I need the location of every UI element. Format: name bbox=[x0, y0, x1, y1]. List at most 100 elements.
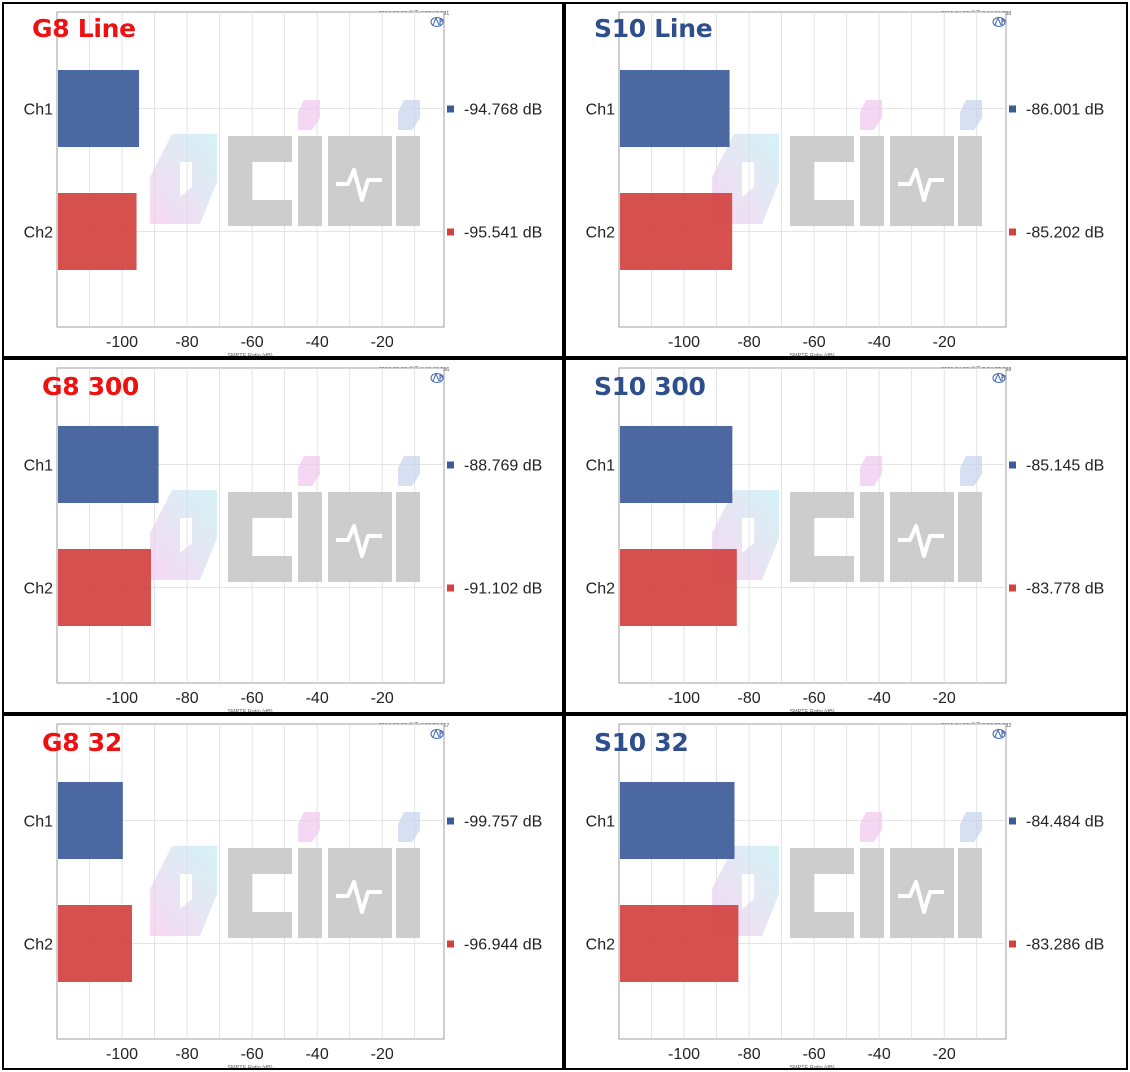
bar-chart: Ch1 -86.001 dB Ch2 -85.202 dB -100 -80 -60 -40 -… bbox=[586, 11, 1104, 358]
x-axis-label: SMPTE Ratio (dB) bbox=[227, 353, 272, 358]
x-tick-label: -60 bbox=[241, 1046, 264, 1063]
bar-ch2 bbox=[58, 549, 151, 626]
panel-tag-label: G8 Line bbox=[32, 14, 136, 43]
x-tick-label: -40 bbox=[306, 1046, 329, 1063]
ocini-logo-watermark-icon bbox=[712, 100, 982, 226]
x-axis-label: SMPTE Ratio (dB) bbox=[227, 1065, 272, 1070]
legend-swatch bbox=[447, 228, 454, 236]
category-label: Ch2 bbox=[24, 937, 53, 954]
x-axis-label: SMPTE Ratio (dB) bbox=[227, 709, 272, 714]
bar-ch1 bbox=[620, 426, 733, 503]
chart-panel: SMPTE Ratio2019-03-26 오후 4:22:18.991Ch1-… bbox=[2, 2, 564, 358]
data-value-label: -96.944 dB bbox=[464, 937, 542, 954]
bar-ch1 bbox=[58, 426, 159, 503]
ap-logo-icon bbox=[430, 372, 445, 383]
x-tick-label: -20 bbox=[371, 690, 394, 707]
data-value-label: -86.001 dB bbox=[1026, 102, 1104, 119]
x-tick-label: -80 bbox=[176, 334, 199, 351]
panel-tag-label: S10 300 bbox=[594, 372, 706, 401]
data-value-label: -99.757 dB bbox=[464, 814, 542, 831]
x-tick-label: -20 bbox=[933, 334, 956, 351]
data-value-label: -83.778 dB bbox=[1026, 581, 1104, 598]
category-label: Ch1 bbox=[586, 814, 615, 831]
x-axis-label: SMPTE Ratio (dB) bbox=[789, 709, 834, 714]
ap-logo-icon bbox=[992, 728, 1007, 739]
data-value-label: -94.768 dB bbox=[464, 102, 542, 119]
panel-tag-label: S10 32 bbox=[594, 728, 689, 757]
x-tick-label: -80 bbox=[738, 1046, 761, 1063]
bar-ch1 bbox=[620, 782, 735, 859]
x-tick-label: -20 bbox=[371, 334, 394, 351]
x-tick-label: -40 bbox=[868, 1046, 891, 1063]
panel-tag-label: S10 Line bbox=[594, 14, 713, 43]
x-tick-label: -40 bbox=[868, 690, 891, 707]
x-tick-label: -100 bbox=[668, 334, 700, 351]
legend-swatch bbox=[1009, 228, 1016, 236]
data-value-label: -91.102 dB bbox=[464, 581, 542, 598]
x-tick-label: -80 bbox=[738, 334, 761, 351]
bar-chart: Ch1 -85.145 dB Ch2 -83.778 dB -100 -80 -60 -40 -… bbox=[586, 367, 1104, 714]
legend-swatch bbox=[447, 461, 454, 469]
bar-chart: Ch1 -84.484 dB Ch2 -83.286 dB -100 -80 -60 -40 -… bbox=[586, 723, 1104, 1070]
category-label: Ch1 bbox=[586, 102, 615, 119]
bar-ch2 bbox=[620, 905, 739, 982]
panel-tag-label: G8 32 bbox=[42, 728, 122, 757]
x-tick-label: -60 bbox=[803, 690, 826, 707]
chart-panel: SMPTE Ratio2019-04-03 오후 2:34:07.988Ch1-… bbox=[564, 358, 1128, 714]
data-value-label: -88.769 dB bbox=[464, 458, 542, 475]
category-label: Ch1 bbox=[586, 458, 615, 475]
x-tick-label: -80 bbox=[738, 690, 761, 707]
x-axis-label: SMPTE Ratio (dB) bbox=[789, 353, 834, 358]
category-label: Ch1 bbox=[24, 458, 53, 475]
category-label: Ch2 bbox=[586, 581, 615, 598]
bar-ch1 bbox=[58, 70, 140, 147]
x-tick-label: -20 bbox=[371, 1046, 394, 1063]
bar-ch2 bbox=[620, 549, 737, 626]
data-value-label: -85.145 dB bbox=[1026, 458, 1104, 475]
legend-swatch bbox=[447, 817, 454, 825]
x-tick-label: -60 bbox=[803, 334, 826, 351]
legend-swatch bbox=[1009, 461, 1016, 469]
bar-ch2 bbox=[58, 193, 137, 270]
data-value-label: -85.202 dB bbox=[1026, 225, 1104, 242]
ocini-logo-watermark-icon bbox=[712, 456, 982, 582]
x-tick-label: -100 bbox=[668, 1046, 700, 1063]
legend-swatch bbox=[447, 940, 454, 948]
legend-swatch bbox=[1009, 584, 1016, 592]
x-tick-label: -40 bbox=[306, 690, 329, 707]
x-tick-label: -100 bbox=[106, 334, 138, 351]
legend-swatch bbox=[447, 105, 454, 113]
x-tick-label: -60 bbox=[803, 1046, 826, 1063]
category-label: Ch2 bbox=[586, 937, 615, 954]
data-value-label: -83.286 dB bbox=[1026, 937, 1104, 954]
bar-ch2 bbox=[58, 905, 132, 982]
ocini-logo-watermark-icon bbox=[150, 456, 420, 582]
bar-ch1 bbox=[58, 782, 123, 859]
chart-panel: SMPTE Ratio2019-04-03 오후 2:26:52.282Ch1-… bbox=[564, 714, 1128, 1070]
legend-swatch bbox=[1009, 817, 1016, 825]
bar-chart: Ch1 -88.769 dB Ch2 -91.102 dB -100 -80 -60 -40 -… bbox=[24, 367, 542, 714]
bar-ch1 bbox=[620, 70, 730, 147]
bar-ch2 bbox=[620, 193, 733, 270]
x-tick-label: -100 bbox=[106, 690, 138, 707]
ap-logo-icon bbox=[430, 16, 445, 27]
panel-tag-label: G8 300 bbox=[42, 372, 140, 401]
x-tick-label: -80 bbox=[176, 690, 199, 707]
legend-swatch bbox=[1009, 105, 1016, 113]
bar-chart: Ch1 -94.768 dB Ch2 -95.541 dB -100 -80 -60 -40 -… bbox=[24, 11, 542, 358]
x-tick-label: -80 bbox=[176, 1046, 199, 1063]
chart-panel: SMPTE Ratio2019-03-26 오후 4:46:46.286Ch1-… bbox=[2, 358, 564, 714]
x-tick-label: -100 bbox=[106, 1046, 138, 1063]
ap-logo-icon bbox=[992, 16, 1007, 27]
ocini-logo-watermark-icon bbox=[150, 100, 420, 226]
x-tick-label: -40 bbox=[868, 334, 891, 351]
x-tick-label: -20 bbox=[933, 1046, 956, 1063]
category-label: Ch2 bbox=[24, 581, 53, 598]
chart-panel: SMPTE Ratio2019-04-03 오후 2:14:41.538Ch1-… bbox=[564, 2, 1128, 358]
data-value-label: -84.484 dB bbox=[1026, 814, 1104, 831]
category-label: Ch2 bbox=[586, 225, 615, 242]
data-value-label: -95.541 dB bbox=[464, 225, 542, 242]
x-tick-label: -40 bbox=[306, 334, 329, 351]
ap-logo-icon bbox=[430, 728, 445, 739]
